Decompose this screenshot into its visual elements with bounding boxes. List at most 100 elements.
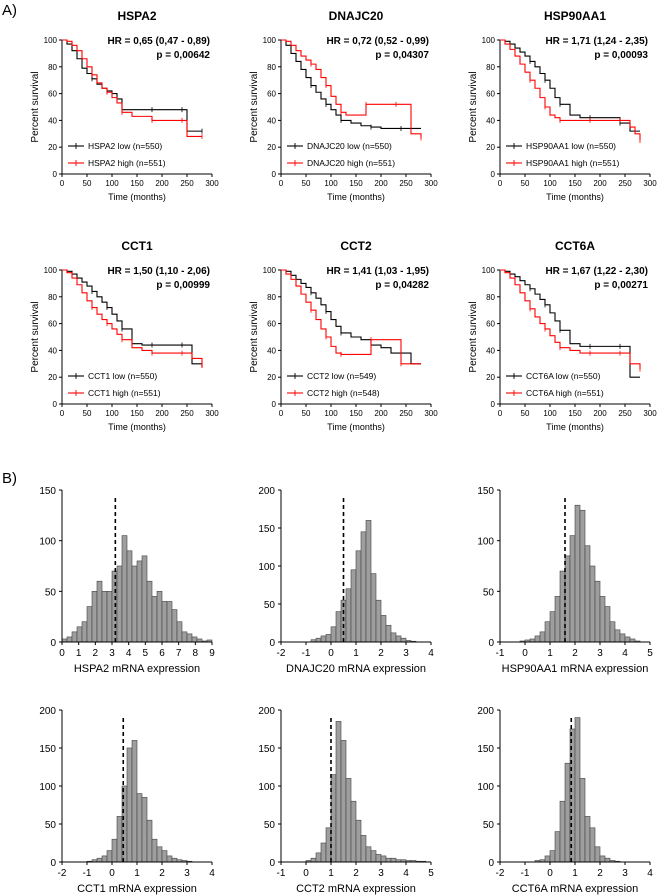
chart-11-x-tick-label: 3 (378, 868, 384, 879)
chart-11-bar (310, 857, 317, 863)
chart-10-x-tick-label: -1 (83, 868, 92, 879)
chart-12-y-tick-label: 100 (477, 782, 494, 793)
chart-4-y-tick-label: 80 (48, 293, 57, 302)
chart-12-x-tick-label: -2 (496, 868, 505, 879)
chart-2-y-tick-label: 20 (267, 143, 276, 152)
chart-7-x-tick-label: 9 (209, 648, 215, 659)
chart-5-x-tick-label: 250 (399, 409, 413, 418)
chart-7-bar (161, 601, 168, 643)
chart-1-x-tick-label: 50 (83, 179, 92, 188)
chart-4-y-tick-label: 60 (48, 320, 57, 329)
chart-4-hr-text: HR = 1,50 (1,10 - 2,06) (107, 266, 210, 277)
chart-11-bar (320, 842, 327, 863)
chart-6-y-tick-label: 100 (482, 266, 496, 275)
chart-11-bar (315, 852, 322, 863)
chart-1-legend-label-2: HSPA2 high (n=551) (88, 158, 166, 168)
chart-7-x-tick-label: 6 (159, 648, 165, 659)
chart-3-y-tick-label: 40 (486, 116, 495, 125)
chart-1-y-tick-label: 0 (53, 170, 58, 179)
chart-9-bar (569, 535, 576, 643)
chart-10-x-tick-label: 3 (184, 868, 190, 879)
chart-12-bar (594, 846, 601, 863)
chart-5-y-tick-label: 40 (267, 346, 276, 355)
chart-12-y-tick-label: 200 (477, 706, 494, 717)
chart-6-y-tick-label: 60 (486, 320, 495, 329)
chart-7-bar (96, 580, 103, 643)
chart-10-bar (166, 855, 173, 863)
chart-12-x-tick-label: 1 (572, 868, 578, 879)
chart-12-bar (584, 816, 591, 863)
chart-1-x-tick-label: 0 (60, 179, 65, 188)
chart-12-bar (599, 855, 606, 863)
chart-11-bar (345, 778, 352, 863)
chart-5-legend-label-2: CCT2 high (n=548) (307, 388, 380, 398)
chart-12-y-tick-label: 50 (483, 820, 495, 831)
chart-3-legend-label-2: HSP90AA1 high (n=551) (526, 158, 619, 168)
chart-9-x-tick-label: 1 (547, 648, 553, 659)
chart-2-y-label: Percent survival (249, 71, 260, 142)
chart-4-x-tick-label: 300 (205, 409, 219, 418)
chart-4-y-tick-label: 100 (44, 266, 58, 275)
chart-5-x-tick-label: 300 (424, 409, 438, 418)
chart-2-y-tick-label: 40 (267, 116, 276, 125)
chart-10-y-tick-label: 100 (39, 782, 56, 793)
chart-5-series-2-line (281, 269, 421, 365)
chart-10-x-label: CCT1 mRNA expression (77, 883, 197, 895)
chart-10-bar (131, 740, 138, 863)
chart-7-y-tick-label: 50 (45, 587, 57, 598)
chart-4-series-2-line (62, 269, 203, 368)
chart-2-hr-text: HR = 0,72 (0,52 - 0,99) (326, 36, 429, 47)
chart-7-bar (91, 591, 98, 643)
chart-7-y-tick-label: 100 (39, 537, 56, 548)
chart-3-x-tick-label: 300 (643, 179, 657, 188)
chart-3-x-tick-label: 250 (618, 179, 632, 188)
chart-4-y-label: Percent survival (30, 301, 41, 372)
chart-11-x-tick-label: -1 (277, 868, 286, 879)
chart-2-x-tick-label: 0 (279, 179, 284, 188)
chart-5-y-tick-label: 60 (267, 320, 276, 329)
chart-8-bar (325, 634, 332, 643)
chart-9-bar (589, 565, 596, 643)
chart-3-y-tick-label: 20 (486, 143, 495, 152)
chart-7-bar (136, 560, 143, 643)
chart-7-bar (66, 636, 73, 643)
chart-8-x-tick-label: 4 (428, 648, 434, 659)
chart-12-bar (589, 827, 596, 863)
chart-11-x-tick-label: 5 (428, 868, 434, 879)
chart-11-bar (370, 850, 377, 863)
chart-6-p-text: p = 0,00271 (594, 280, 648, 291)
chart-7-bar (71, 631, 78, 643)
chart-11-bar (350, 800, 357, 863)
chart-10-y-tick-label: 200 (39, 706, 56, 717)
chart-8-bar (380, 615, 387, 643)
chart-9-bar (584, 545, 591, 643)
chart-7-x-tick-label: 3 (109, 648, 115, 659)
chart-9-y-tick-label: 100 (477, 537, 494, 548)
chart-6-x-label: Time (months) (546, 422, 604, 432)
chart-10-bar (111, 838, 118, 863)
chart-10-bar (151, 838, 158, 863)
chart-6-x-tick-label: 300 (643, 409, 657, 418)
chart-12-bar (544, 855, 551, 863)
chart-9-bar (604, 606, 611, 643)
chart-5-y-tick-label: 20 (267, 373, 276, 382)
chart-1-y-tick-label: 60 (48, 90, 57, 99)
chart-10-bar (106, 850, 113, 863)
chart-4-x-tick-label: 200 (155, 409, 169, 418)
chart-4-x-tick-label: 150 (130, 409, 144, 418)
chart-9-bar (554, 596, 561, 643)
chart-10-bar (126, 747, 133, 863)
chart-8-bar (375, 599, 382, 643)
chart-6-x-tick-label: 50 (521, 409, 530, 418)
chart-4-y-tick-label: 20 (48, 373, 57, 382)
chart-6-x-tick-label: 150 (568, 409, 582, 418)
chart-2-x-tick-label: 200 (374, 179, 388, 188)
chart-8-bar (315, 637, 322, 643)
chart-7-bar (116, 565, 123, 643)
chart-9-bar (534, 635, 541, 643)
chart-10-x-tick-label: 4 (209, 868, 215, 879)
chart-7-bar (176, 621, 183, 643)
chart-8-y-tick-label: 0 (269, 638, 275, 649)
chart-7-bar (171, 609, 178, 643)
